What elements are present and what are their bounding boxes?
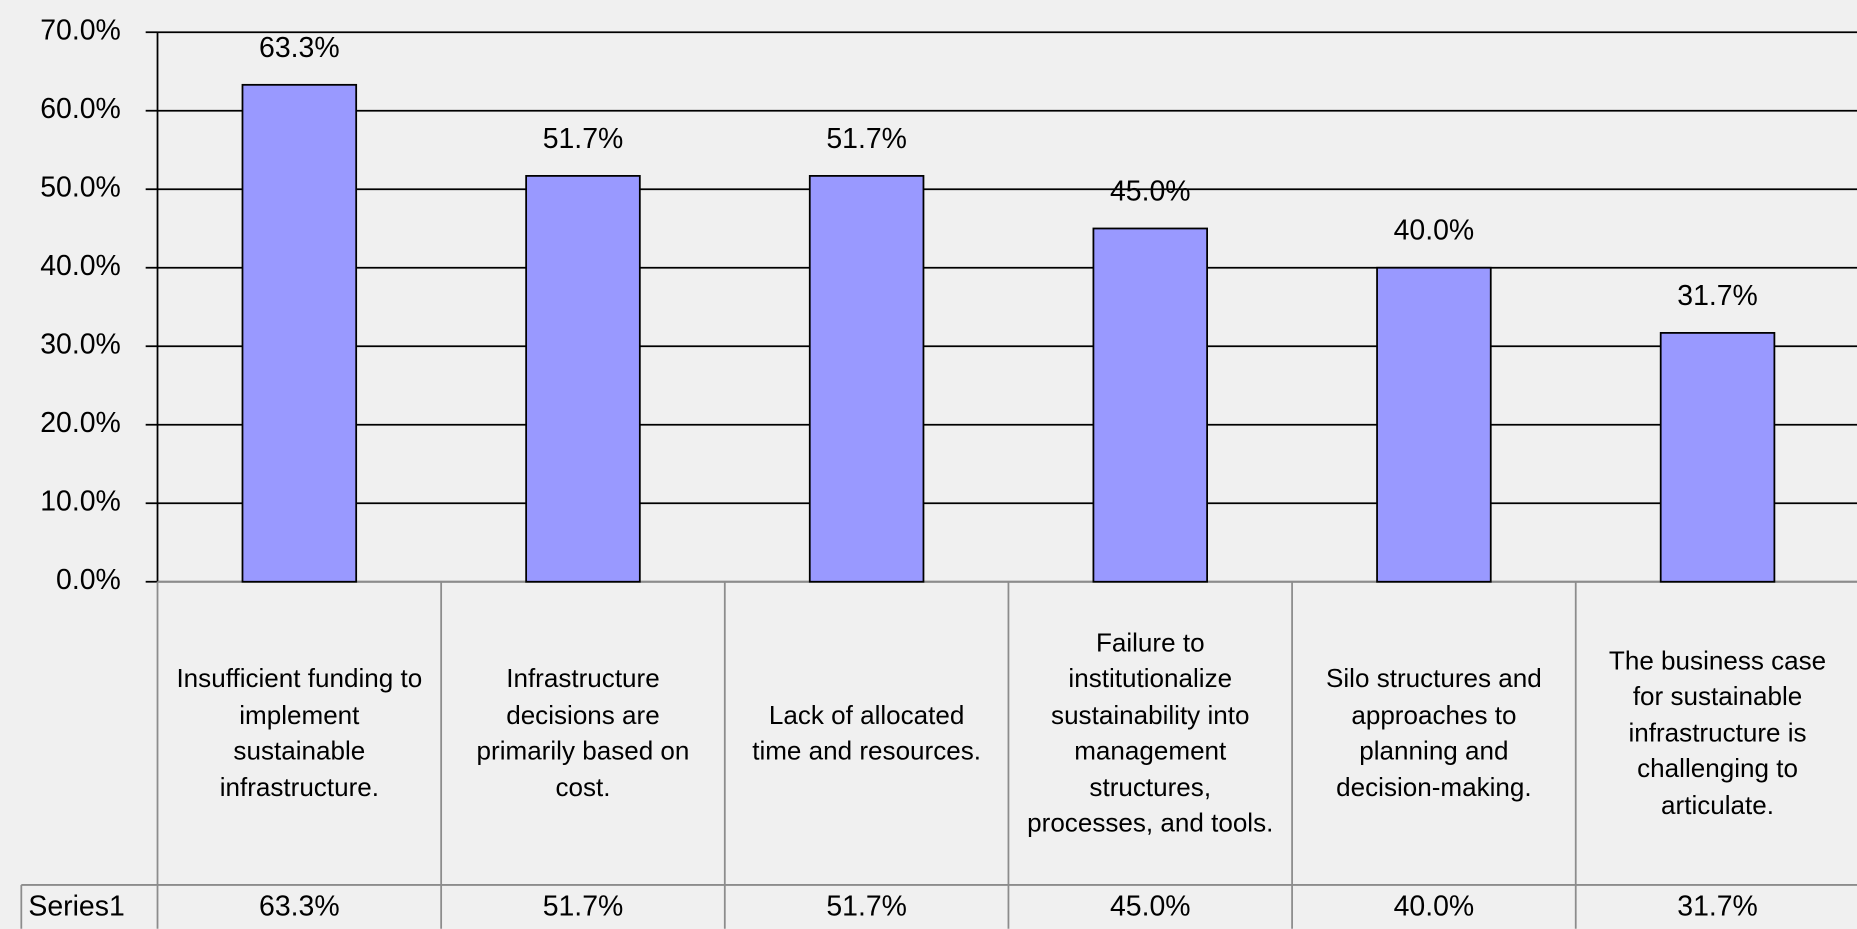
y-tick-label: 0.0% [56,564,121,596]
x-tick-label: Silo structures and approaches to planni… [1326,663,1542,802]
data-label: 63.3% [259,32,340,64]
category-cell: Insufficient funding to implement sustai… [176,663,423,802]
y-tick-label: 50.0% [40,172,121,204]
x-tick-label: Insufficient funding to implement sustai… [176,663,423,802]
y-tick-label: 20.0% [40,407,121,439]
bar [241,83,358,583]
table-value: 63.3% [259,891,340,923]
data-label: 40.0% [1394,215,1475,247]
y-tick-label: 70.0% [40,15,121,47]
bar [525,174,641,583]
table-value: 51.7% [543,891,624,923]
bar [1092,227,1208,583]
x-tick-label: Failure to institutionalize sustainabili… [1027,627,1274,838]
table-value: 31.7% [1677,891,1758,923]
bar [1376,266,1492,583]
category-cell: Infrastructure decisions are primarily b… [476,663,690,802]
data-label: 51.7% [543,123,624,155]
table-value: 45.0% [1110,891,1191,923]
category-cell: Silo structures and approaches to planni… [1326,663,1542,802]
x-tick-label: Lack of allocated time and resources. [752,699,982,766]
y-tick-label: 30.0% [40,329,121,361]
category-cell: The business case for sustainable infras… [1608,645,1827,820]
data-label: 31.7% [1677,280,1758,312]
data-label: 51.7% [826,123,907,155]
table-value: 51.7% [826,891,907,923]
x-tick-label: The business case for sustainable infras… [1608,645,1827,820]
category-cell: Failure to institutionalize sustainabili… [1027,627,1274,838]
bar [808,174,925,583]
y-tick-label: 40.0% [40,250,121,282]
category-cell: Lack of allocated time and resources. [752,699,982,766]
y-tick-label: 10.0% [40,486,121,518]
bar [1659,332,1776,583]
y-tick-label: 60.0% [40,93,121,125]
legend-label: Series1 [28,891,124,923]
table-value: 40.0% [1394,891,1475,923]
x-tick-label: Infrastructure decisions are primarily b… [476,663,690,802]
data-label: 45.0% [1110,175,1191,207]
